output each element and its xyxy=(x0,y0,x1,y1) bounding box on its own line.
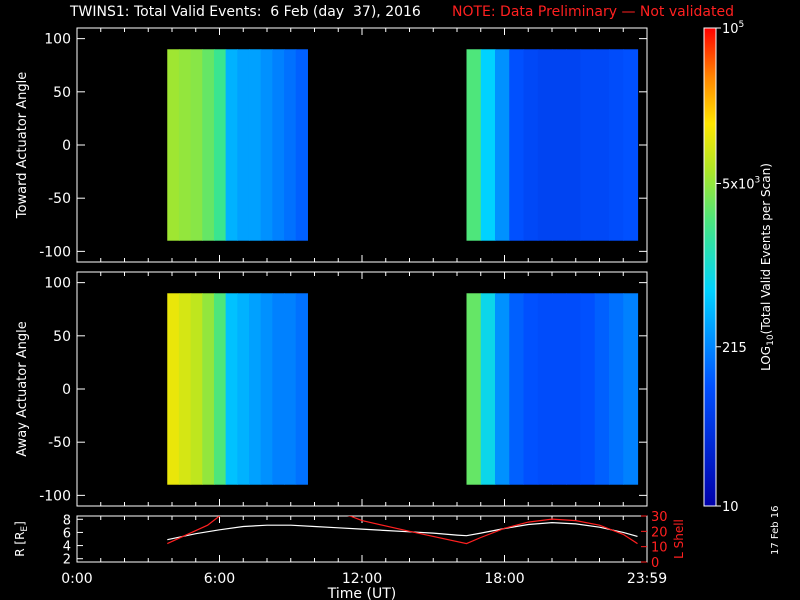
heatmap-cell xyxy=(566,293,582,485)
y-tick-label: 100 xyxy=(44,276,71,292)
colorbar xyxy=(703,27,717,507)
heatmap-cell xyxy=(284,293,297,485)
y-tick-label: 50 xyxy=(53,85,71,101)
x-tick-label: 23:59 xyxy=(627,571,667,587)
colorbar-label: LOG10(Total Valid Events per Scan) xyxy=(759,163,776,371)
y-tick-label-right: 0 xyxy=(651,556,659,571)
heatmap-cell xyxy=(466,293,482,485)
y-tick-label: -50 xyxy=(48,435,71,451)
heatmap-cell xyxy=(248,293,262,485)
heatmap-cell xyxy=(580,49,596,241)
heatmap-cell xyxy=(237,293,250,485)
heatmap-cell xyxy=(260,293,273,485)
heatmap-cell xyxy=(523,293,539,485)
heatmap-cell xyxy=(202,49,215,241)
heatmap-cell xyxy=(523,49,539,241)
heatmap-cell xyxy=(178,49,192,241)
preliminary-note: NOTE: Data Preliminary — Not validated xyxy=(452,4,734,20)
heatmap-cell xyxy=(609,293,624,485)
heatmap-cell xyxy=(552,293,567,485)
heatmap-cell xyxy=(480,293,496,485)
colorbar-tick-label: 10 xyxy=(722,500,739,515)
colorbar-tick-label: 105 xyxy=(722,20,744,37)
heatmap-cell xyxy=(594,49,610,241)
heatmap-cell xyxy=(248,49,262,241)
heatmap-cell xyxy=(495,293,510,485)
heatmap-cell xyxy=(295,293,308,485)
lshell-series-line xyxy=(167,516,638,545)
heatmap-cell xyxy=(213,293,227,485)
radius-series-line xyxy=(167,521,638,541)
colorbar-tick-label: 5x103 xyxy=(722,175,760,192)
heatmap-cell xyxy=(284,49,297,241)
heatmap-cell xyxy=(466,49,482,241)
x-tick-label: 0:00 xyxy=(61,571,92,587)
heatmap-cell xyxy=(509,293,525,485)
heatmap-cell xyxy=(167,293,180,485)
y-tick-label: 2 xyxy=(63,553,71,568)
top-ylabel: Toward Actuator Angle xyxy=(15,72,30,219)
heatmap-cell xyxy=(178,293,192,485)
heatmap-cell xyxy=(552,49,567,241)
y-tick-label: 4 xyxy=(63,540,71,555)
heatmap-cell xyxy=(202,293,215,485)
plot-title: TWINS1: Total Valid Events: 6 Feb (day 3… xyxy=(70,4,421,20)
y-tick-label-right: 10 xyxy=(651,541,668,556)
heatmap-cell xyxy=(623,49,639,241)
middle-ylabel: Away Actuator Angle xyxy=(15,321,30,456)
ephemeris-ylabel-left: R [RE] xyxy=(13,521,30,557)
heatmap-cell xyxy=(609,49,624,241)
y-tick-label: 0 xyxy=(62,382,71,398)
heatmap-cell xyxy=(580,293,596,485)
heatmap-cell xyxy=(495,49,510,241)
heatmap-cell xyxy=(272,49,285,241)
y-tick-label: 100 xyxy=(44,32,71,48)
heatmap-cell xyxy=(295,49,308,241)
heatmap-cell xyxy=(225,293,238,485)
heatmap-cell xyxy=(260,49,273,241)
heatmap-cell xyxy=(225,49,238,241)
y-tick-label: -100 xyxy=(39,488,71,504)
x-tick-label: 18:00 xyxy=(484,571,524,587)
y-tick-label-right: 30 xyxy=(651,510,668,525)
heatmap-cell xyxy=(537,49,553,241)
heatmap-cell xyxy=(594,293,610,485)
heatmap-cell xyxy=(190,49,203,241)
colorbar-tick-label: 215 xyxy=(722,341,747,356)
y-tick-label: -50 xyxy=(48,191,71,207)
y-tick-label: 0 xyxy=(62,138,71,154)
heatmap-cell xyxy=(509,49,525,241)
y-tick-label: -100 xyxy=(39,244,71,260)
heatmap-cell xyxy=(537,293,553,485)
heatmap-cell xyxy=(623,293,639,485)
heatmap-cell xyxy=(272,293,285,485)
y-tick-label: 6 xyxy=(63,526,71,541)
heatmap-cell xyxy=(480,49,496,241)
y-tick-label: 8 xyxy=(63,513,71,528)
heatmap-cell xyxy=(190,293,203,485)
y-tick-label-right: 20 xyxy=(651,525,668,540)
y-tick-label: 50 xyxy=(53,329,71,345)
heatmap-cell xyxy=(167,49,180,241)
heatmap-cell xyxy=(237,49,250,241)
x-tick-label: 12:00 xyxy=(342,571,382,587)
heatmap-cell xyxy=(213,49,227,241)
x-axis-label: Time (UT) xyxy=(327,586,396,600)
heatmap-cell xyxy=(566,49,582,241)
ephemeris-ylabel-right: L Shell xyxy=(672,519,686,559)
x-tick-label: 6:00 xyxy=(204,571,235,587)
